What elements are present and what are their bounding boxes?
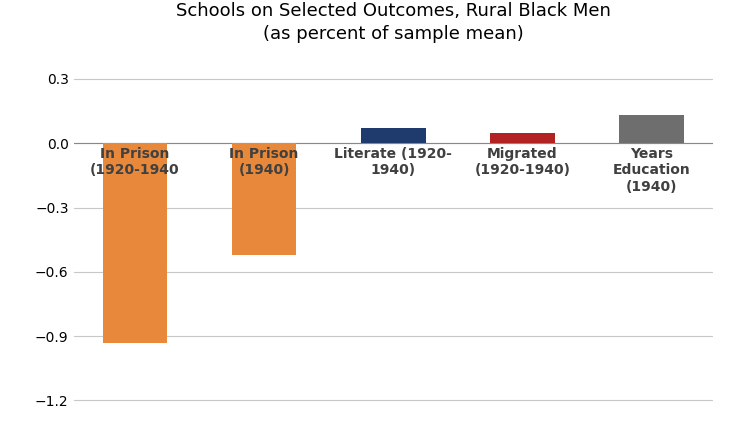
Bar [620, 115, 684, 143]
Text: Years
Education
(1940): Years Education (1940) [613, 147, 690, 194]
Bar [232, 143, 296, 255]
Text: Migrated
(1920-1940): Migrated (1920-1940) [474, 147, 570, 177]
Text: In Prison
(1940): In Prison (1940) [229, 147, 298, 177]
Title: Effects of Childhood Exposure to Rosenwald
Schools on Selected Outcomes, Rural B: Effects of Childhood Exposure to Rosenwa… [176, 0, 611, 44]
Text: In Prison
(1920-1940: In Prison (1920-1940 [90, 147, 179, 177]
Text: Literate (1920-
1940): Literate (1920- 1940) [334, 147, 452, 177]
Bar [361, 128, 426, 143]
Bar [103, 143, 167, 342]
Bar [490, 133, 555, 143]
